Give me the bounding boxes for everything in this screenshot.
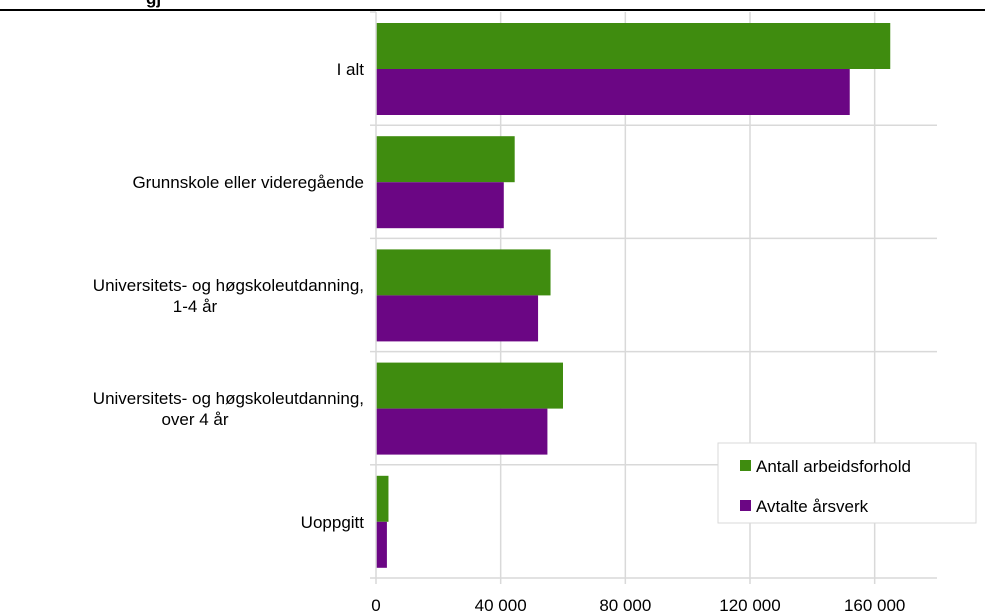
x-tick-labels: 0 40 000 80 000 120 000 160 000 (371, 596, 905, 615)
axes (370, 11, 937, 584)
legend-swatch-arsverk (740, 500, 751, 511)
chart-title: gj (146, 0, 161, 8)
bar-arsverk-1 (376, 182, 504, 229)
category-label: Uoppgitt (301, 513, 365, 532)
bar-arsverk-3 (376, 408, 548, 455)
category-label: over 4 år (161, 410, 228, 429)
category-label: Universitets- og høgskoleutdanning, (93, 389, 364, 408)
x-tick-label: 80 000 (599, 596, 651, 615)
x-tick-label: 160 000 (844, 596, 905, 615)
legend-box (717, 442, 977, 524)
legend: Antall arbeidsforhold Avtalte årsverk (717, 442, 977, 524)
category-label: Grunnskole eller videregående (132, 173, 364, 192)
bar-arsverk-4 (376, 521, 387, 568)
bar-antall-3 (376, 362, 563, 409)
legend-label-antall: Antall arbeidsforhold (756, 457, 911, 476)
category-labels: I alt Grunnskole eller videregående Univer… (93, 60, 364, 532)
legend-swatch-antall (740, 460, 751, 471)
x-tick-label: 120 000 (719, 596, 780, 615)
bar-antall-0 (376, 23, 891, 69)
bar-antall-4 (376, 475, 389, 522)
x-tick-label: 40 000 (475, 596, 527, 615)
x-tick-label: 0 (371, 596, 380, 615)
bars (376, 23, 891, 568)
bar-antall-2 (376, 249, 551, 296)
bar-arsverk-0 (376, 69, 850, 115)
category-label: I alt (337, 60, 365, 79)
category-label: Universitets- og høgskoleutdanning, (93, 276, 364, 295)
bar-antall-1 (376, 136, 515, 183)
legend-label-arsverk: Avtalte årsverk (756, 497, 869, 516)
bar-arsverk-2 (376, 295, 539, 342)
category-label: 1-4 år (173, 297, 218, 316)
